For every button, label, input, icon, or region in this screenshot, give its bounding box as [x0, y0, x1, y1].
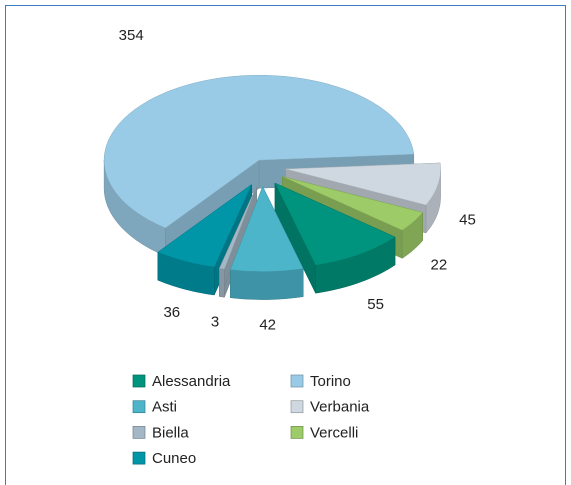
data-label: 55 — [367, 296, 384, 313]
slice — [103, 75, 415, 229]
legend-swatch — [132, 374, 146, 388]
slice — [285, 162, 441, 206]
legend-swatch — [290, 426, 304, 439]
slice — [230, 185, 304, 272]
slice-side — [219, 268, 225, 298]
legend-swatch — [290, 374, 304, 388]
legend-swatch — [132, 426, 146, 439]
legend-swatch — [132, 400, 146, 414]
legend-swatch — [290, 400, 304, 414]
data-label: 3 — [211, 313, 219, 330]
slice — [282, 176, 424, 231]
slice — [218, 185, 257, 270]
legend-label: Alessandria — [152, 373, 231, 390]
data-label: 45 — [459, 211, 476, 228]
chart-frame — [5, 5, 566, 485]
slice — [274, 182, 396, 266]
data-label: 42 — [259, 317, 276, 334]
legend-label: Verbania — [310, 399, 370, 416]
legend-label: Vercelli — [310, 424, 358, 441]
legend-label: Torino — [310, 373, 351, 390]
slice — [157, 183, 253, 268]
slice-side — [230, 268, 304, 300]
data-label: 36 — [163, 304, 180, 321]
data-label: 22 — [431, 256, 448, 273]
data-label: 354 — [119, 27, 144, 44]
legend-label: Cuneo — [152, 450, 196, 467]
legend-swatch — [132, 451, 146, 465]
legend-label: Biella — [152, 424, 189, 441]
legend-label: Asti — [152, 399, 177, 416]
